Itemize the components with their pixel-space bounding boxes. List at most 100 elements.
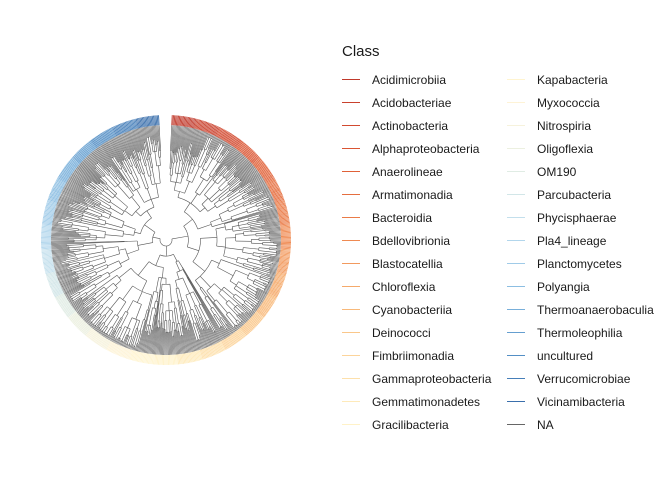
tree-tip: [120, 346, 125, 357]
tree-tip: [277, 268, 288, 272]
tree-tip: [280, 245, 291, 247]
tree-tip: [279, 257, 290, 261]
tree-tip: [276, 270, 287, 274]
tree-tip: [256, 162, 265, 170]
tree-tip: [200, 349, 205, 360]
tree-tip: [246, 321, 254, 330]
tree-tip: [141, 352, 145, 363]
legend-key-swatch: [342, 171, 360, 172]
tree-tip: [217, 128, 224, 138]
tree-tip: [218, 342, 224, 352]
tree-tip: [236, 141, 244, 150]
tree-tip: [125, 348, 131, 359]
tree-tip: [171, 115, 173, 126]
tree-tip: [194, 118, 198, 129]
tree-tip: [87, 329, 95, 338]
tree-tip: [83, 145, 91, 154]
tree-tip: [201, 348, 207, 359]
tree-tip: [247, 320, 256, 328]
tree-tip: [84, 327, 92, 336]
tree-tip: [43, 261, 54, 265]
tree-tip: [97, 134, 104, 144]
tree-tip: [43, 215, 54, 219]
tree-tip: [49, 192, 60, 198]
tree-tip: [212, 125, 218, 136]
tree-tip: [42, 260, 53, 263]
tree-tip: [257, 308, 267, 316]
tree-tip: [252, 157, 261, 165]
legend-label: Verrucomicrobiae: [537, 371, 631, 386]
tree-tip: [244, 148, 252, 157]
tree-tip: [193, 351, 197, 362]
tree-tip: [72, 315, 81, 324]
tree-tip: [110, 343, 117, 353]
legend-label: Anaerolineae: [372, 164, 443, 179]
tree-tip: [94, 136, 102, 146]
legend-key-swatch: [342, 378, 360, 379]
tree-tip: [189, 352, 193, 363]
tree-tip: [272, 283, 282, 289]
tree-tip: [237, 329, 245, 338]
legend-key-swatch: [507, 332, 525, 333]
tree-tip: [198, 350, 203, 360]
tree-tip: [60, 301, 70, 308]
legend-item: Parcubacteria: [507, 183, 672, 206]
tree-tip: [210, 124, 216, 135]
tree-tip: [232, 333, 240, 342]
tree-tip: [41, 252, 52, 255]
tree-tip: [133, 350, 137, 361]
tree-tip: [253, 314, 262, 322]
tree-tip: [55, 181, 65, 187]
tree-tip: [57, 297, 67, 303]
legend-key-swatch: [342, 263, 360, 264]
legend-label: Actinobacteria: [372, 118, 449, 133]
tree-tip: [186, 116, 189, 127]
tree-tip: [241, 146, 250, 155]
tree-tip: [183, 116, 187, 127]
tree-tip: [243, 324, 252, 333]
tree-tip: [87, 142, 95, 151]
tree-tip: [122, 347, 127, 358]
tree-tip: [275, 203, 286, 208]
tree-tip: [55, 293, 65, 299]
legend-key-swatch: [507, 217, 525, 218]
tree-tip: [206, 122, 211, 133]
tree-tip: [197, 350, 202, 361]
tree-tip: [107, 129, 113, 139]
tree-tip: [223, 339, 229, 349]
tree-tip: [257, 164, 267, 172]
tree-tip: [227, 134, 234, 144]
legend-label: Myxococcia: [537, 95, 600, 110]
tree-tip: [46, 274, 57, 279]
tree-tip: [46, 272, 56, 277]
tree-tip: [76, 152, 85, 160]
tree-tip: [260, 168, 270, 176]
tree-tip: [61, 170, 71, 177]
tree-tip: [280, 248, 291, 251]
tree-tip: [91, 139, 99, 148]
tree-tip: [46, 203, 57, 208]
tree-tip: [90, 139, 98, 149]
tree-tip: [279, 216, 290, 220]
tree-tip: [86, 328, 94, 338]
tree-tip: [108, 342, 114, 352]
tree-tip: [276, 207, 287, 211]
tree-tip: [279, 255, 290, 258]
tree-tip: [90, 331, 98, 341]
tree-tip: [193, 118, 197, 129]
tree-tip: [113, 344, 119, 354]
tree-tip: [117, 346, 123, 356]
tree-tip: [56, 296, 67, 302]
tree-tip: [54, 291, 64, 298]
tree-tip: [280, 229, 291, 232]
tree-tip: [138, 352, 142, 363]
tree-tip: [235, 140, 243, 150]
legend-key-swatch: [507, 240, 525, 241]
tree-tip: [42, 218, 53, 221]
tree-tip: [265, 296, 276, 302]
tree-tip: [127, 120, 132, 131]
tree-tip: [271, 189, 281, 195]
legend-label: Pla4_lineage: [537, 233, 607, 248]
tree-tip: [205, 347, 210, 358]
tree-tip: [63, 305, 73, 313]
